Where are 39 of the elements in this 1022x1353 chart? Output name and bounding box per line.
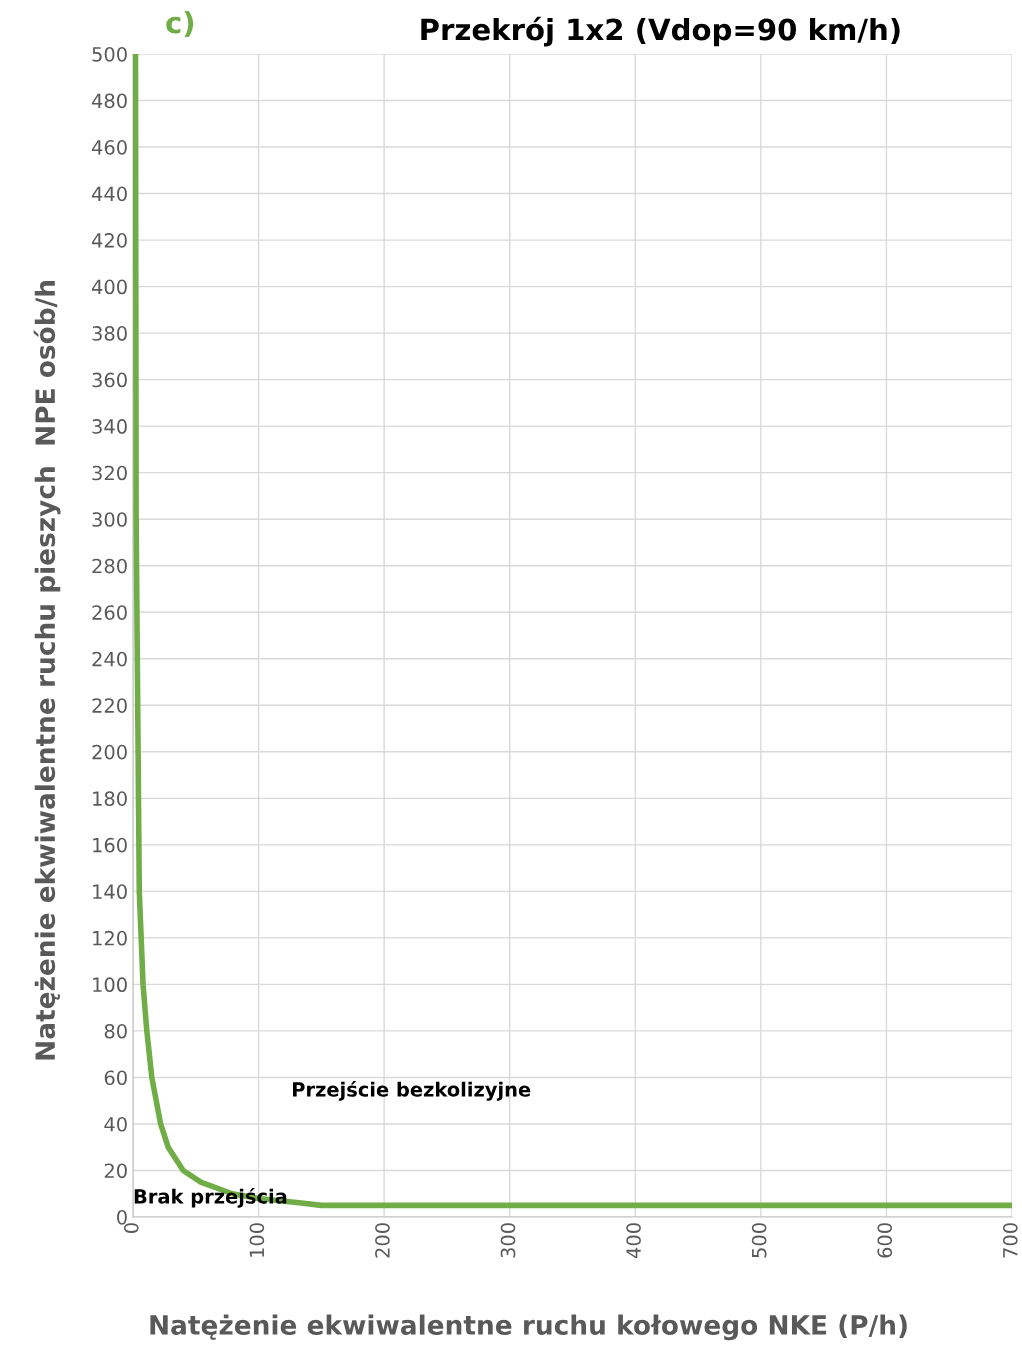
y-tick-label: 240 [92,651,127,667]
y-tick-label: 140 [93,884,127,900]
y-axis-title: Natężenie ekwiwalentne ruchu pieszych NPE osób/h [33,281,61,1060]
y-tick-label: 120 [93,930,127,946]
y-tick-label: 340 [92,419,127,434]
y-tick-label: 80 [104,1023,127,1039]
y-tick-label: 460 [91,140,127,155]
y-tick-label: 320 [92,465,127,481]
y-tick-label: 60 [104,1070,127,1086]
y-tick-label: 300 [92,512,127,527]
x-tick-label: 0 [123,1223,139,1233]
x-tick-label: 100 [249,1223,265,1257]
text: c) [166,10,194,37]
y-tick-label: 420 [91,233,127,248]
chart-title: Przekrój 1x2 (Vdop=90 km/h) [421,16,900,47]
x-tick-label: 200 [375,1223,390,1258]
y-tick-label: 20 [104,1163,127,1179]
y-tick-label: 440 [91,186,127,202]
y-tick-label: 400 [91,279,127,295]
y-tick-label: 360 [92,372,127,388]
y-tick-label: 480 [91,93,127,109]
y-tick-label: 160 [93,837,127,853]
y-tick-label: 180 [93,791,127,806]
y-tick-label: 260 [92,605,127,620]
x-tick-label: 400 [626,1223,641,1259]
y-tick-label: 380 [92,326,127,341]
annotation: Przejście bezkolizyjne [293,1080,531,1101]
y-tick-label: 200 [92,744,127,760]
x-tick-label: 700 [1002,1223,1018,1258]
x-tick-label: 600 [877,1223,893,1258]
x-tick-label: 300 [500,1223,516,1258]
x-tick-label: 500 [751,1223,767,1258]
y-tick-label: 500 [92,46,127,62]
y-tick-label: 40 [104,1116,127,1132]
y-tick-label: 0 [117,1209,127,1225]
x-axis-title: Natężenie ekwiwalentne ruchu kołowego NKE (P/h) [150,1314,907,1341]
y-tick-label: 100 [93,977,127,993]
y-tick-label: 220 [92,698,127,713]
y-tick-label: 280 [92,558,127,574]
